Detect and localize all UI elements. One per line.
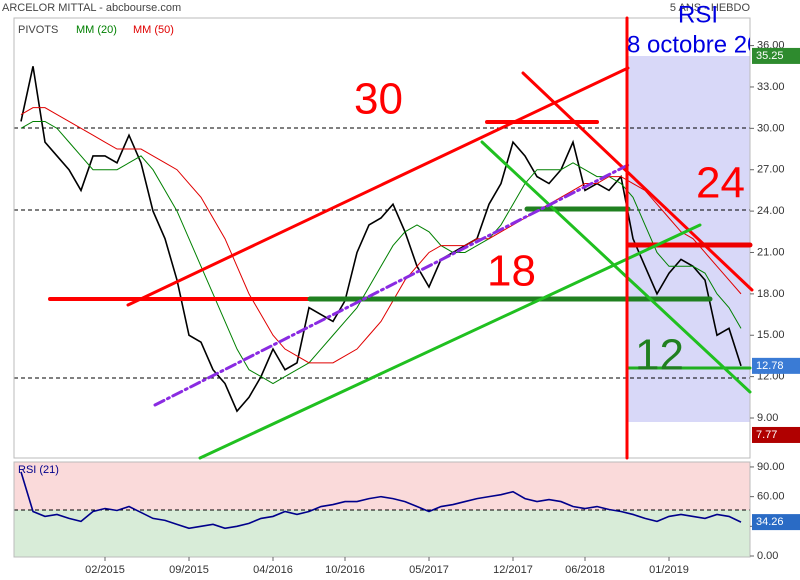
annotation: RSI (678, 1, 718, 28)
low-tag (752, 426, 800, 443)
last-value: 34.26 (756, 516, 784, 528)
last-value-tag (752, 514, 800, 531)
series-line (20, 107, 742, 364)
annotation: 24 (696, 159, 745, 208)
high-label: 35.25 (756, 50, 784, 62)
annotation: 8 octobre 20 (627, 31, 760, 58)
annotation: 18 (487, 247, 536, 296)
x-tick-label: 05/2017 (409, 564, 449, 576)
last-value-tag (752, 357, 800, 374)
y-tick-label: 90.00 (757, 461, 785, 473)
last-value: 12.78 (756, 360, 784, 372)
title: ARCELOR MITTAL - abcbourse.com (2, 2, 181, 14)
trend-line (198, 223, 702, 460)
x-tick-label: 01/2019 (649, 564, 689, 576)
rsi-title: RSI (21) (18, 464, 59, 476)
trend-line (153, 163, 630, 407)
y-tick-label: 9.00 (757, 412, 778, 424)
series-line (20, 120, 742, 385)
legend-item: MM (20) (76, 24, 117, 36)
trend-line (126, 66, 630, 307)
highlight-zone (628, 56, 750, 422)
legend-item: MM (50) (133, 24, 174, 36)
trend-line (521, 71, 754, 292)
series-line (20, 471, 742, 530)
y-tick-label: 30.00 (757, 122, 785, 134)
trend-line (480, 140, 752, 394)
x-tick-label: 06/2018 (565, 564, 605, 576)
annotation: 12 (635, 331, 684, 380)
rsi-overbought-zone (14, 462, 750, 510)
x-tick-label: 02/2015 (85, 564, 125, 576)
x-tick-label: 04/2016 (253, 564, 293, 576)
x-tick-label: 10/2016 (325, 564, 365, 576)
low-label: 7.77 (756, 429, 777, 441)
annotation: 30 (354, 75, 403, 124)
y-tick-label: 33.00 (757, 81, 785, 93)
x-tick-label: 09/2015 (169, 564, 209, 576)
y-tick-label: 18.00 (757, 288, 785, 300)
legend-item: PIVOTS (18, 24, 58, 36)
clip: RSI 8 octobre 20 (627, 1, 760, 58)
y-tick-label: 60.00 (757, 491, 785, 503)
x-tick-label: 12/2017 (493, 564, 533, 576)
rsi-frame (13, 461, 751, 558)
y-tick-label: 21.00 (757, 246, 785, 258)
y-tick-label: 27.00 (757, 164, 785, 176)
trend-lines (48, 16, 754, 460)
y-tick-label: 24.00 (757, 205, 785, 217)
y-tick-label: 15.00 (757, 329, 785, 341)
rsi-oversold-zone (14, 510, 750, 557)
period: 5 ANS - HEBDO (670, 2, 751, 14)
y-tick-label: 0.00 (757, 550, 778, 562)
plot-frame (13, 17, 751, 459)
high-tag (752, 47, 800, 64)
